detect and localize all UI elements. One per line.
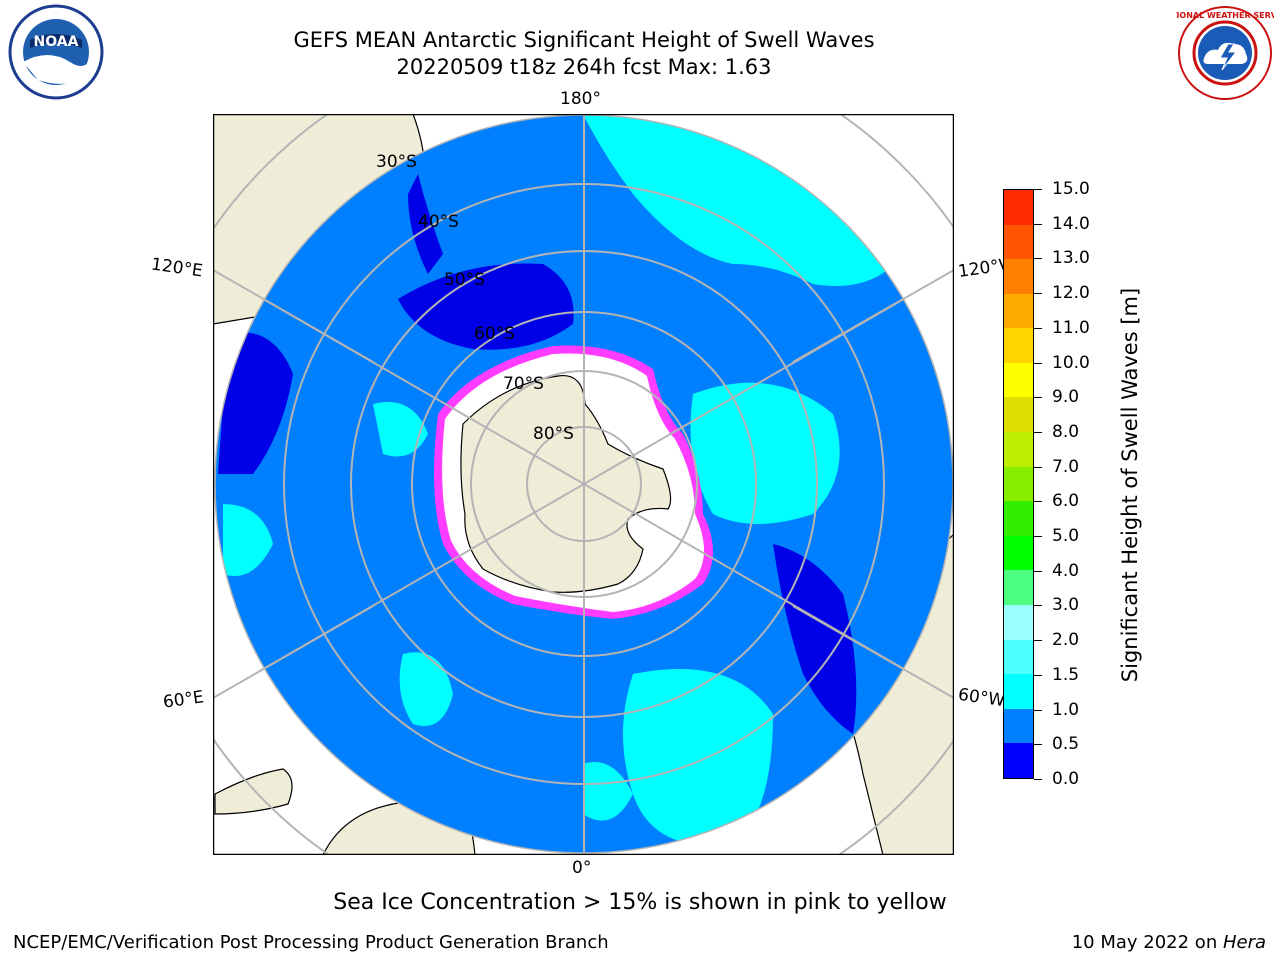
colorbar-tick bbox=[1034, 605, 1042, 607]
swell-atlantic bbox=[623, 669, 773, 846]
lon-label-60e: 60°E bbox=[161, 687, 206, 713]
colorbar-tick-label: 1.0 bbox=[1052, 699, 1080, 720]
low-swell-west bbox=[218, 332, 293, 474]
colorbar-tick bbox=[1034, 501, 1042, 503]
colorbar-tick bbox=[1034, 189, 1042, 190]
lat-label-30s: 30°S bbox=[376, 152, 417, 172]
lon-label-0: 0° bbox=[572, 858, 592, 878]
svg-text:NATIONAL WEATHER SERVICE: NATIONAL WEATHER SERVICE bbox=[1176, 11, 1274, 20]
colorbar-segment bbox=[1004, 293, 1033, 329]
colorbar-tick bbox=[1034, 223, 1042, 225]
madagascar-land bbox=[214, 768, 293, 815]
colorbar-segment bbox=[1004, 432, 1033, 467]
low-swell-newzealand bbox=[408, 174, 443, 274]
colorbar-tick-label: 4.0 bbox=[1052, 560, 1080, 581]
colorbar-segment bbox=[1004, 501, 1033, 536]
low-swell-chile bbox=[773, 544, 857, 734]
colorbar-tick bbox=[1034, 570, 1042, 572]
colorbar-tick bbox=[1034, 293, 1042, 295]
colorbar-tick-label: 9.0 bbox=[1052, 387, 1080, 408]
footer-credit: NCEP/EMC/Verification Post Processing Pr… bbox=[13, 932, 609, 953]
colorbar-tick bbox=[1034, 258, 1042, 260]
colorbar-tick-label: 13.0 bbox=[1052, 248, 1090, 269]
colorbar-tick-label: 10.0 bbox=[1052, 352, 1090, 373]
colorbar-segment bbox=[1004, 605, 1033, 640]
colorbar-title: Significant Height of Swell Waves [m] bbox=[1118, 287, 1142, 683]
colorbar-segment bbox=[1004, 535, 1033, 571]
lat-label-40s: 40°S bbox=[418, 212, 459, 232]
colorbar-tick-label: 3.0 bbox=[1052, 595, 1080, 616]
colorbar-segment bbox=[1004, 224, 1033, 260]
swell-south-patch bbox=[583, 762, 633, 821]
colorbar-tick-label: 15.0 bbox=[1052, 179, 1090, 199]
colorbar-tick bbox=[1034, 779, 1042, 780]
colorbar-tick bbox=[1034, 397, 1042, 399]
colorbar-segment bbox=[1004, 362, 1033, 398]
colorbar-tick bbox=[1034, 674, 1042, 676]
footer-date-text: 10 May 2022 on bbox=[1071, 932, 1223, 953]
colorbar-segment bbox=[1004, 259, 1033, 294]
colorbar-tick bbox=[1034, 362, 1042, 364]
lon-label-180: 180° bbox=[560, 89, 601, 109]
colorbar-tick bbox=[1034, 431, 1042, 433]
colorbar-tick-label: 11.0 bbox=[1052, 317, 1090, 338]
noaa-logo: NOAA bbox=[8, 4, 104, 100]
low-swell-tasman bbox=[398, 263, 574, 350]
colorbar-tick-label: 8.0 bbox=[1052, 421, 1080, 442]
colorbar-tick-label: 0.5 bbox=[1052, 734, 1080, 755]
chart-title: GEFS MEAN Antarctic Significant Height o… bbox=[293, 28, 875, 52]
colorbar-tick-label: 6.0 bbox=[1052, 491, 1080, 512]
nws-logo: NATIONAL WEATHER SERVICE bbox=[1176, 6, 1274, 100]
colorbar bbox=[1003, 189, 1034, 779]
colorbar-tick bbox=[1034, 640, 1042, 642]
polar-map bbox=[213, 114, 954, 855]
colorbar-tick-label: 1.5 bbox=[1052, 664, 1080, 685]
colorbar-segment bbox=[1004, 189, 1033, 225]
colorbar-segment bbox=[1004, 466, 1033, 502]
chart-subtitle: 20220509 t18z 264h fcst Max: 1.63 bbox=[396, 55, 772, 79]
lat-label-50s: 50°S bbox=[444, 270, 485, 290]
colorbar-tick bbox=[1034, 744, 1042, 746]
colorbar-tick bbox=[1034, 709, 1042, 711]
svg-text:NOAA: NOAA bbox=[34, 34, 79, 50]
lat-label-70s: 70°S bbox=[503, 374, 544, 394]
colorbar-segment bbox=[1004, 397, 1033, 433]
colorbar-tick-label: 2.0 bbox=[1052, 630, 1080, 651]
swell-indian bbox=[399, 652, 453, 726]
swell-pacific-east bbox=[690, 382, 840, 524]
lat-label-60s: 60°S bbox=[474, 324, 515, 344]
colorbar-segment bbox=[1004, 674, 1033, 709]
colorbar-tick-label: 0.0 bbox=[1052, 769, 1080, 789]
lat-label-80s: 80°S bbox=[533, 424, 574, 444]
colorbar-segment bbox=[1004, 570, 1033, 606]
colorbar-tick-label: 14.0 bbox=[1052, 213, 1090, 234]
colorbar-tick bbox=[1034, 327, 1042, 329]
colorbar-segment bbox=[1004, 743, 1033, 778]
colorbar-segment bbox=[1004, 639, 1033, 675]
sea-ice-note: Sea Ice Concentration > 15% is shown in … bbox=[333, 890, 947, 915]
colorbar-tick-label: 12.0 bbox=[1052, 283, 1090, 304]
lon-label-120e: 120°E bbox=[149, 254, 204, 282]
lon-label-60w: 60°W bbox=[956, 684, 1007, 712]
swell-west-patch bbox=[223, 504, 273, 576]
footer-host: Hera bbox=[1222, 932, 1266, 953]
colorbar-tick-label: 5.0 bbox=[1052, 526, 1080, 547]
swell-pacific-north bbox=[583, 115, 903, 286]
colorbar-tick-label: 7.0 bbox=[1052, 456, 1080, 477]
colorbar-segment bbox=[1004, 708, 1033, 744]
swell-mid-patch bbox=[373, 402, 428, 457]
colorbar-tick bbox=[1034, 536, 1042, 538]
colorbar-segment bbox=[1004, 328, 1033, 363]
colorbar-tick bbox=[1034, 466, 1042, 468]
footer-date: 10 May 2022 on Hera bbox=[1072, 932, 1266, 953]
